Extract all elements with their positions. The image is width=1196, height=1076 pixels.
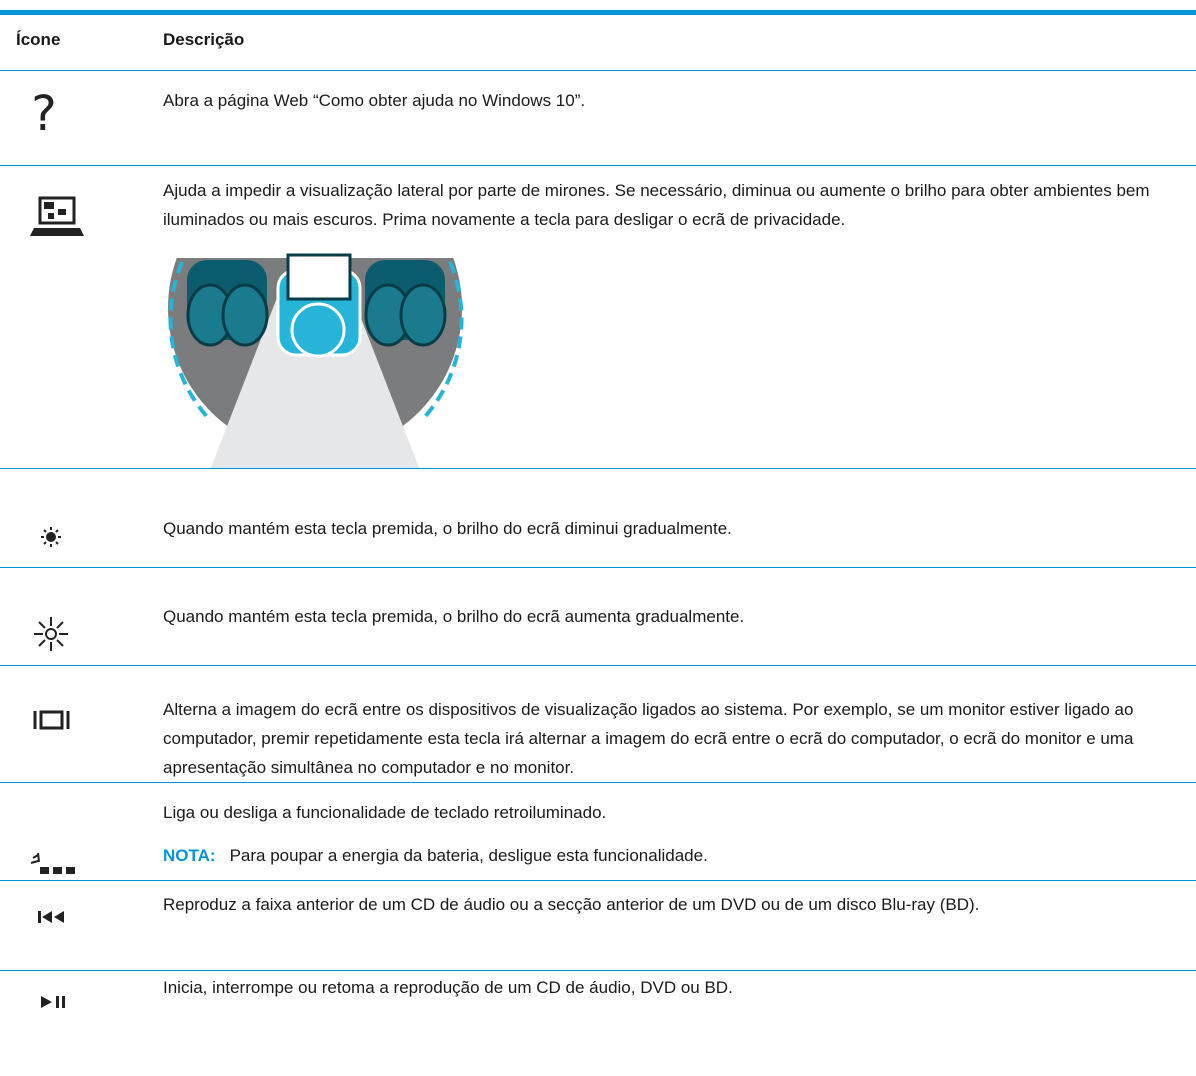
privacy-illustration	[168, 253, 464, 468]
description: Reproduz a faixa anterior de um CD de áu…	[163, 895, 980, 914]
play-pause-icon	[41, 996, 65, 1008]
brightness-up-icon	[34, 617, 68, 651]
description-block: Liga ou desliga a funcionalidade de tecl…	[163, 798, 1193, 870]
row-separator	[0, 782, 1196, 783]
previous-icon	[38, 911, 64, 923]
row-separator	[0, 70, 1196, 71]
header-description: Descrição	[163, 30, 245, 49]
note-text: Para poupar a energia da bateria, deslig…	[229, 846, 708, 865]
description: Alterna a imagem do ecrã entre os dispos…	[163, 700, 1134, 777]
row-separator	[0, 468, 1196, 469]
row-separator	[0, 165, 1196, 166]
description: Quando mantém esta tecla premida, o bril…	[163, 519, 732, 538]
brightness-down-icon	[41, 527, 61, 547]
description: Quando mantém esta tecla premida, o bril…	[163, 607, 745, 626]
description: Abra a página Web “Como obter ajuda no W…	[163, 91, 586, 110]
row-separator	[0, 567, 1196, 568]
row-separator	[0, 665, 1196, 666]
row-separator	[0, 970, 1196, 971]
help-icon: ?	[31, 86, 56, 142]
top-rule	[0, 10, 1196, 15]
privacy-icon	[30, 196, 84, 236]
backlight-icon	[30, 852, 75, 874]
description: Liga ou desliga a funcionalidade de tecl…	[163, 803, 607, 822]
header-icon: Ícone	[16, 30, 61, 49]
description: Inicia, interrompe ou retoma a reproduçã…	[163, 978, 733, 997]
note-label: NOTA:	[163, 846, 216, 865]
description: Ajuda a impedir a visualização lateral p…	[163, 181, 1150, 229]
display-switch-icon	[33, 710, 70, 730]
note: NOTA: Para poupar a energia da bateria, d…	[163, 841, 1193, 870]
row-separator	[0, 880, 1196, 881]
